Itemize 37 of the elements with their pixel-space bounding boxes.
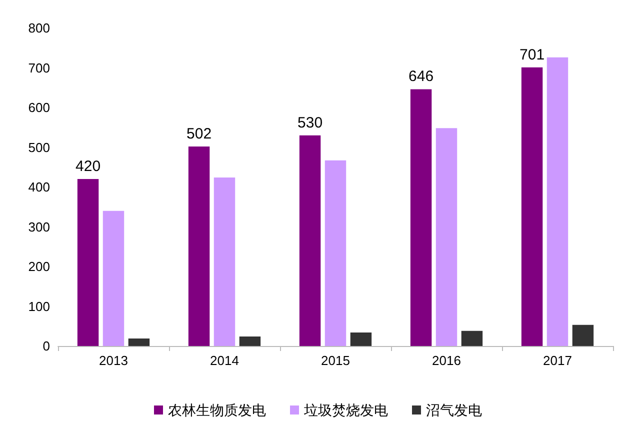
bar bbox=[102, 210, 124, 346]
bar bbox=[572, 324, 594, 346]
bar bbox=[546, 57, 568, 346]
y-tick-label: 500 bbox=[28, 140, 50, 155]
y-tick-label: 600 bbox=[28, 100, 50, 115]
bar bbox=[324, 160, 346, 346]
y-tick-label: 400 bbox=[28, 180, 50, 194]
bar bbox=[188, 146, 210, 346]
x-tick-label: 2014 bbox=[210, 353, 239, 368]
y-tick-label: 700 bbox=[28, 60, 50, 76]
y-tick-label: 100 bbox=[28, 298, 50, 314]
bar bbox=[436, 128, 458, 346]
x-tick-label: 2013 bbox=[99, 353, 128, 368]
legend-label: 沼气发电 bbox=[426, 402, 482, 418]
bar bbox=[410, 89, 432, 346]
data-label: 646 bbox=[408, 68, 434, 86]
x-tick-label: 2015 bbox=[321, 353, 350, 368]
bar bbox=[77, 179, 99, 346]
y-tick-label: 800 bbox=[28, 20, 50, 36]
y-tick-label: 0 bbox=[42, 338, 50, 354]
bar bbox=[521, 67, 543, 346]
data-label: 502 bbox=[186, 125, 212, 142]
bar bbox=[350, 332, 372, 346]
bar bbox=[299, 135, 321, 346]
y-tick-label: 200 bbox=[28, 259, 50, 274]
x-tick-label: 2017 bbox=[543, 353, 572, 368]
bar bbox=[128, 338, 150, 346]
legend-label: 垃圾焚烧发电 bbox=[303, 402, 388, 418]
data-label: 420 bbox=[76, 158, 101, 176]
x-tick-label: 2016 bbox=[432, 353, 461, 368]
data-label: 701 bbox=[520, 46, 545, 64]
legend-label: 农林生物质发电 bbox=[168, 402, 266, 418]
bar bbox=[461, 330, 483, 346]
bar bbox=[214, 177, 236, 346]
y-tick-label: 300 bbox=[28, 219, 50, 234]
bar bbox=[239, 336, 261, 346]
data-label: 530 bbox=[298, 114, 323, 132]
